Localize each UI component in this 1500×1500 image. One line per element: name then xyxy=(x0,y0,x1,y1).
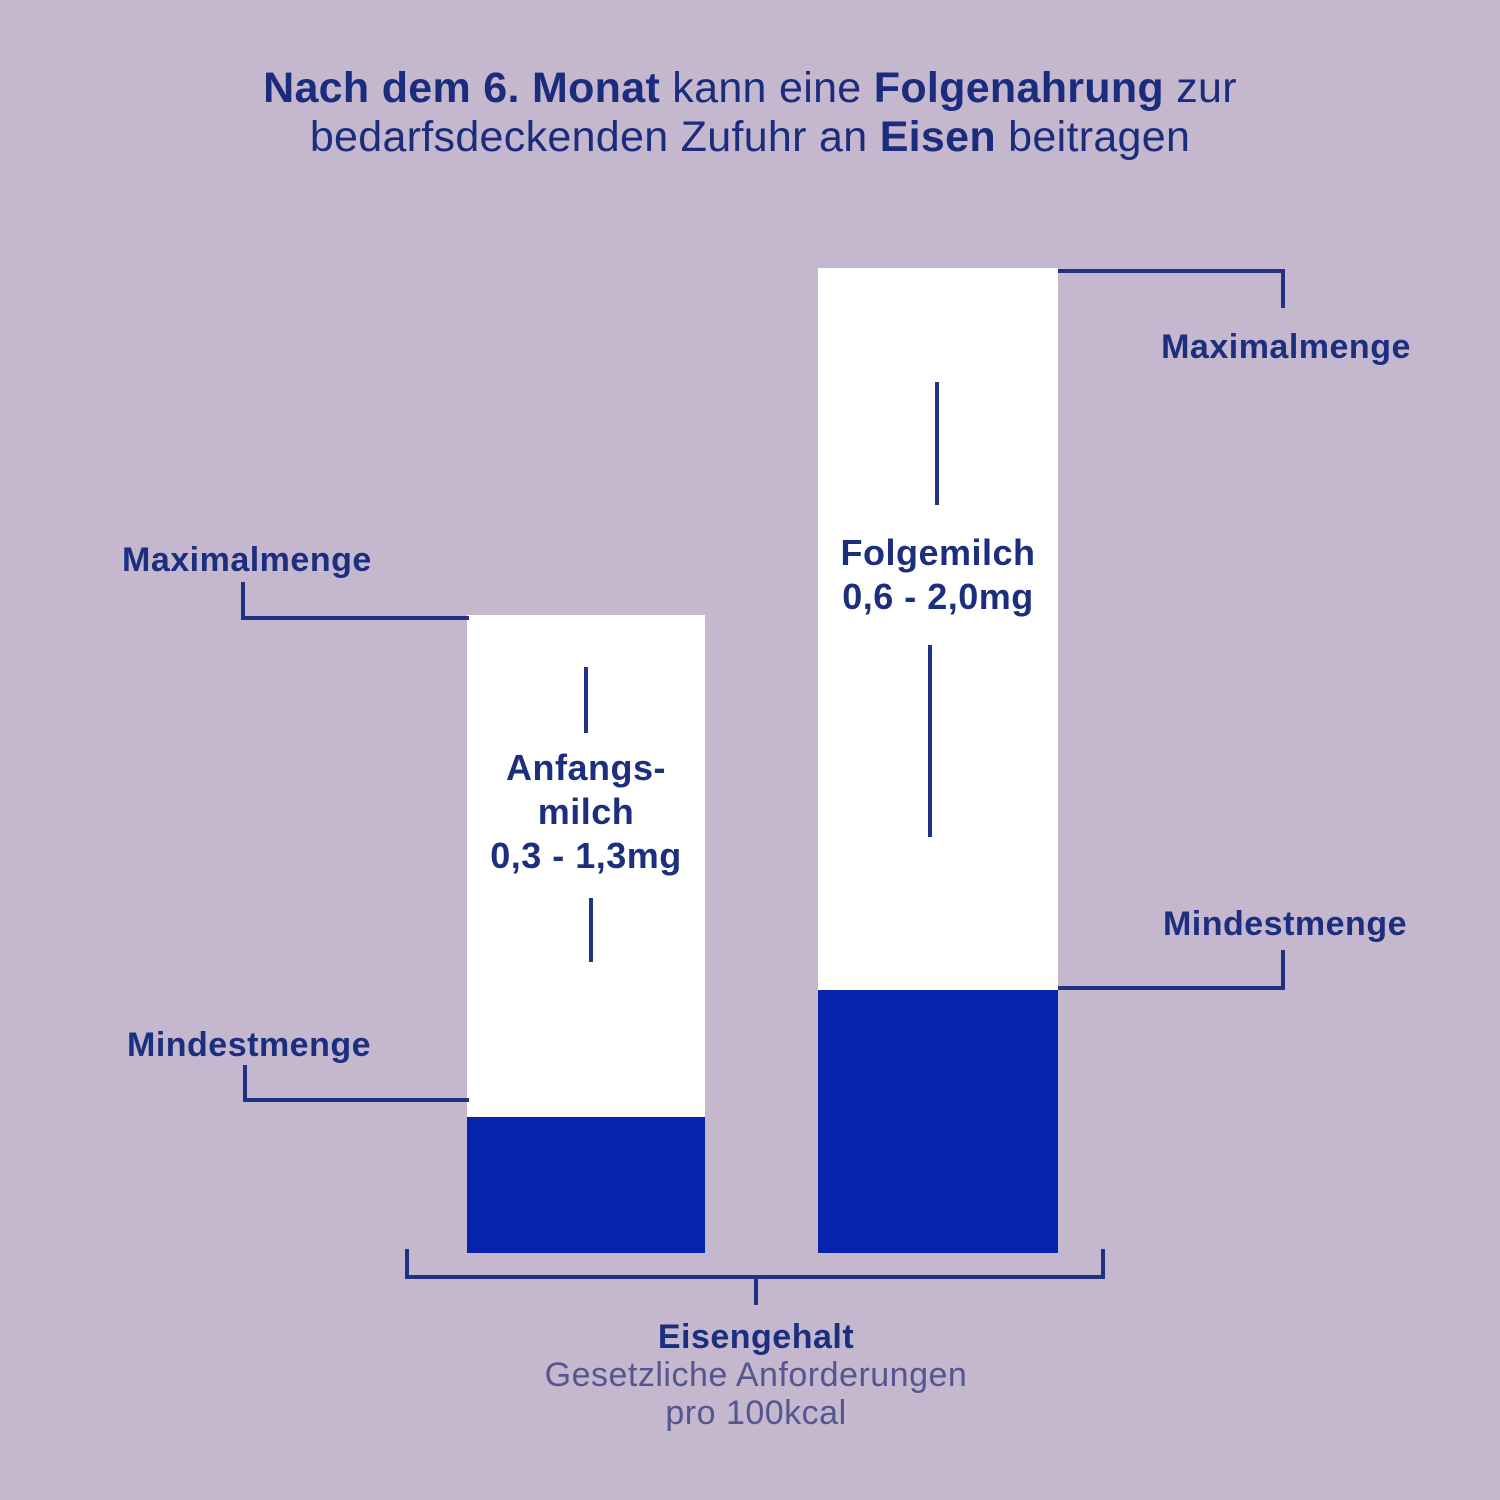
connector-maximalmenge-left-horizontal xyxy=(241,616,469,620)
bar-folgemilch xyxy=(818,268,1058,1253)
connector-mindestmenge-left-horizontal xyxy=(243,1098,469,1102)
range-dash-top-folgemilch xyxy=(935,382,939,505)
connector-maximalmenge-right-horizontal xyxy=(1058,269,1285,273)
axis-caption: Eisengehalt Gesetzliche Anforderungen pr… xyxy=(406,1318,1106,1432)
bottom-bracket-left-tick xyxy=(405,1249,409,1279)
title-regular-segment: kann eine xyxy=(660,64,874,112)
range-dash-bottom-folgemilch xyxy=(928,645,932,837)
connector-mindestmenge-left-vertical xyxy=(243,1065,247,1102)
title-bold-segment: Folgenahrung xyxy=(873,64,1164,112)
bar-label-line: Anfangs- xyxy=(506,747,666,788)
bar-value-range: 0,6 - 2,0mg xyxy=(842,576,1034,617)
bar-label-line: Folgemilch xyxy=(840,532,1036,573)
bar-folgemilch-min-fill xyxy=(818,990,1058,1253)
bar-label-folgemilch: Folgemilch 0,6 - 2,0mg xyxy=(818,531,1058,619)
title-regular-segment: beitragen xyxy=(995,113,1191,161)
axis-caption-line3: pro 100kcal xyxy=(665,1394,847,1432)
label-mindestmenge-left: Mindestmenge xyxy=(127,1026,372,1064)
title-bold-segment: Nach dem 6. Monat xyxy=(263,64,661,112)
title-regular-segment: bedarfsdeckenden Zufuhr an xyxy=(309,113,880,161)
title-bold-segment: Eisen xyxy=(879,113,996,161)
connector-maximalmenge-right-vertical xyxy=(1281,269,1285,308)
label-maximalmenge-left: Maximalmenge xyxy=(122,541,372,579)
connector-mindestmenge-right-horizontal xyxy=(1058,986,1285,990)
chart-title-line1: Nach dem 6. Monat kann eine Folgenahrung… xyxy=(0,64,1500,113)
connector-mindestmenge-right-vertical xyxy=(1281,950,1285,990)
label-maximalmenge-right: Maximalmenge xyxy=(1161,328,1411,366)
bottom-bracket-right-tick xyxy=(1101,1249,1105,1279)
title-regular-segment: zur xyxy=(1164,64,1237,112)
chart-title: Nach dem 6. Monat kann eine Folgenahrung… xyxy=(0,64,1500,162)
connector-maximalmenge-left-vertical xyxy=(241,582,245,620)
bottom-bracket-center-stub xyxy=(754,1275,758,1305)
chart-title-line2: bedarfsdeckenden Zufuhr an Eisen beitrag… xyxy=(0,113,1500,162)
bar-label-line: milch xyxy=(537,791,635,832)
bar-label-anfangsmilch: Anfangs- milch 0,3 - 1,3mg xyxy=(467,746,705,878)
axis-caption-title: Eisengehalt xyxy=(657,1318,855,1356)
range-dash-top-anfangsmilch xyxy=(584,667,588,733)
bar-anfangsmilch-min-fill xyxy=(467,1117,705,1253)
range-dash-bottom-anfangsmilch xyxy=(589,898,593,962)
bar-value-range: 0,3 - 1,3mg xyxy=(490,835,682,876)
label-mindestmenge-right: Mindestmenge xyxy=(1162,905,1408,943)
axis-caption-line2: Gesetzliche Anforderungen xyxy=(544,1356,968,1394)
